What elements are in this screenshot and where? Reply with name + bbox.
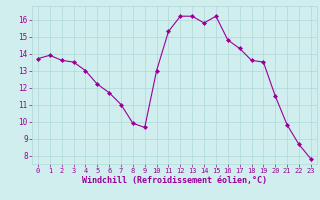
X-axis label: Windchill (Refroidissement éolien,°C): Windchill (Refroidissement éolien,°C) — [82, 176, 267, 185]
